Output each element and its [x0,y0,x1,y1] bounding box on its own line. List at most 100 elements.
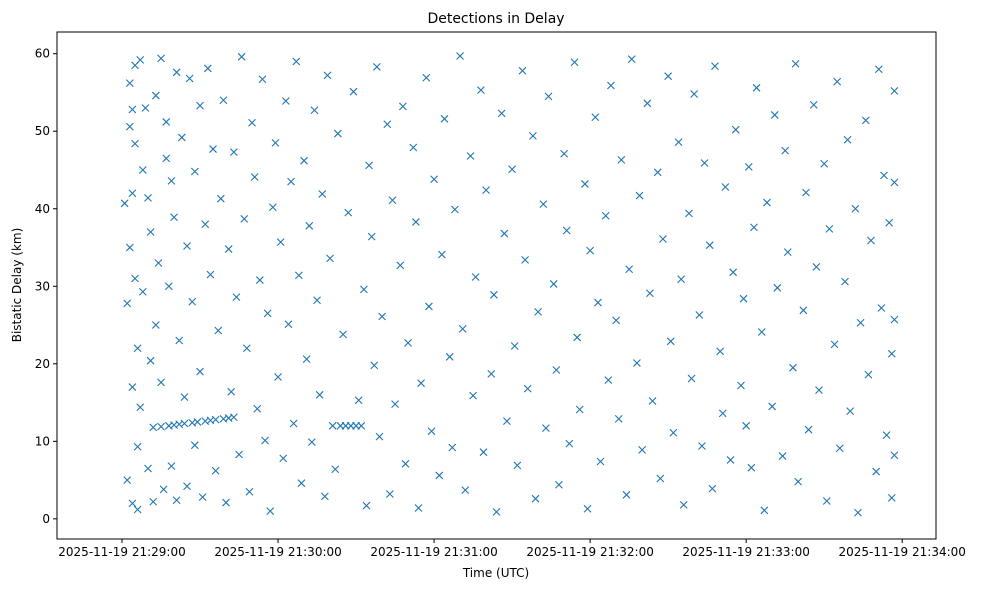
data-point [162,154,171,163]
data-point [253,404,262,413]
data-point [799,306,808,315]
data-point [451,205,459,214]
data-point [594,298,602,307]
data-point [185,74,194,83]
data-point [607,81,615,90]
data-point [359,285,368,294]
data-point [203,64,212,73]
data-point [222,498,230,507]
data-point [549,280,558,288]
data-point [279,454,288,463]
data-point [245,487,254,496]
data-point [716,347,725,356]
data-point [193,418,202,426]
data-point [448,443,457,452]
data-point [867,236,875,245]
x-axis: 2025-11-19 21:29:00 2025-11-19 21:30:00 20… [58,539,966,559]
x-tick-label: 2025-11-19 21:33:00 [682,545,809,559]
data-point [742,421,751,430]
data-point [229,148,238,157]
data-point [885,218,894,227]
data-point [497,109,506,118]
data-point [677,275,686,284]
data-point [183,242,191,250]
data-point [372,62,381,71]
data-point [128,383,137,391]
data-point [882,431,891,440]
data-point [820,159,829,168]
data-point [635,191,644,200]
data-point [648,397,657,405]
data-point [674,138,683,146]
data-point [149,497,158,506]
data-point [396,261,405,270]
data-point [877,304,886,312]
data-point [812,263,821,271]
data-point [261,436,269,445]
data-point [794,477,803,486]
data-point [430,175,438,184]
data-point [201,220,210,229]
data-point [601,211,610,220]
data-point [164,282,173,291]
data-point [560,149,569,158]
data-point [188,297,197,306]
data-point [424,302,433,311]
data-point [385,490,394,498]
data-point [172,496,181,505]
y-tick-label: 40 [35,202,50,216]
data-point [180,419,189,428]
data-point [664,72,673,81]
data-point [123,299,132,308]
data-point [375,432,384,441]
data-point [196,101,204,110]
data-point [854,508,862,517]
data-point [133,344,142,353]
data-point [659,235,667,243]
data-point [531,494,540,503]
data-point [292,57,301,66]
data-point [362,501,371,510]
data-point [679,501,688,509]
data-point [440,114,449,123]
data-point [890,315,899,324]
data-point [206,270,215,279]
data-point [157,378,165,387]
data-point [125,122,134,131]
data-point [255,276,264,284]
data-point [529,131,537,140]
data-point [768,402,777,411]
data-point [835,444,844,453]
data-point [508,165,516,174]
data-point [146,228,155,236]
y-tick-label: 60 [35,47,50,61]
data-point [617,156,626,164]
data-point [198,493,207,502]
data-point [479,448,488,457]
data-point [266,507,275,515]
data-point [404,338,412,347]
data-point [128,499,137,508]
data-point [367,232,376,241]
data-point [770,111,779,119]
data-point [633,359,641,367]
data-point [890,87,899,95]
data-point [669,428,678,437]
data-point [846,407,855,415]
data-point [760,506,769,515]
data-point [227,387,236,396]
data-point [242,344,251,353]
data-point [133,505,142,514]
data-point [791,59,800,68]
data-point [575,405,584,414]
data-point [815,386,823,395]
data-point [315,390,324,399]
y-tick-label: 30 [35,279,50,293]
data-point [318,190,327,198]
data-point [411,218,420,226]
data-point [763,198,771,207]
data-point [534,307,542,316]
data-point [843,135,852,144]
